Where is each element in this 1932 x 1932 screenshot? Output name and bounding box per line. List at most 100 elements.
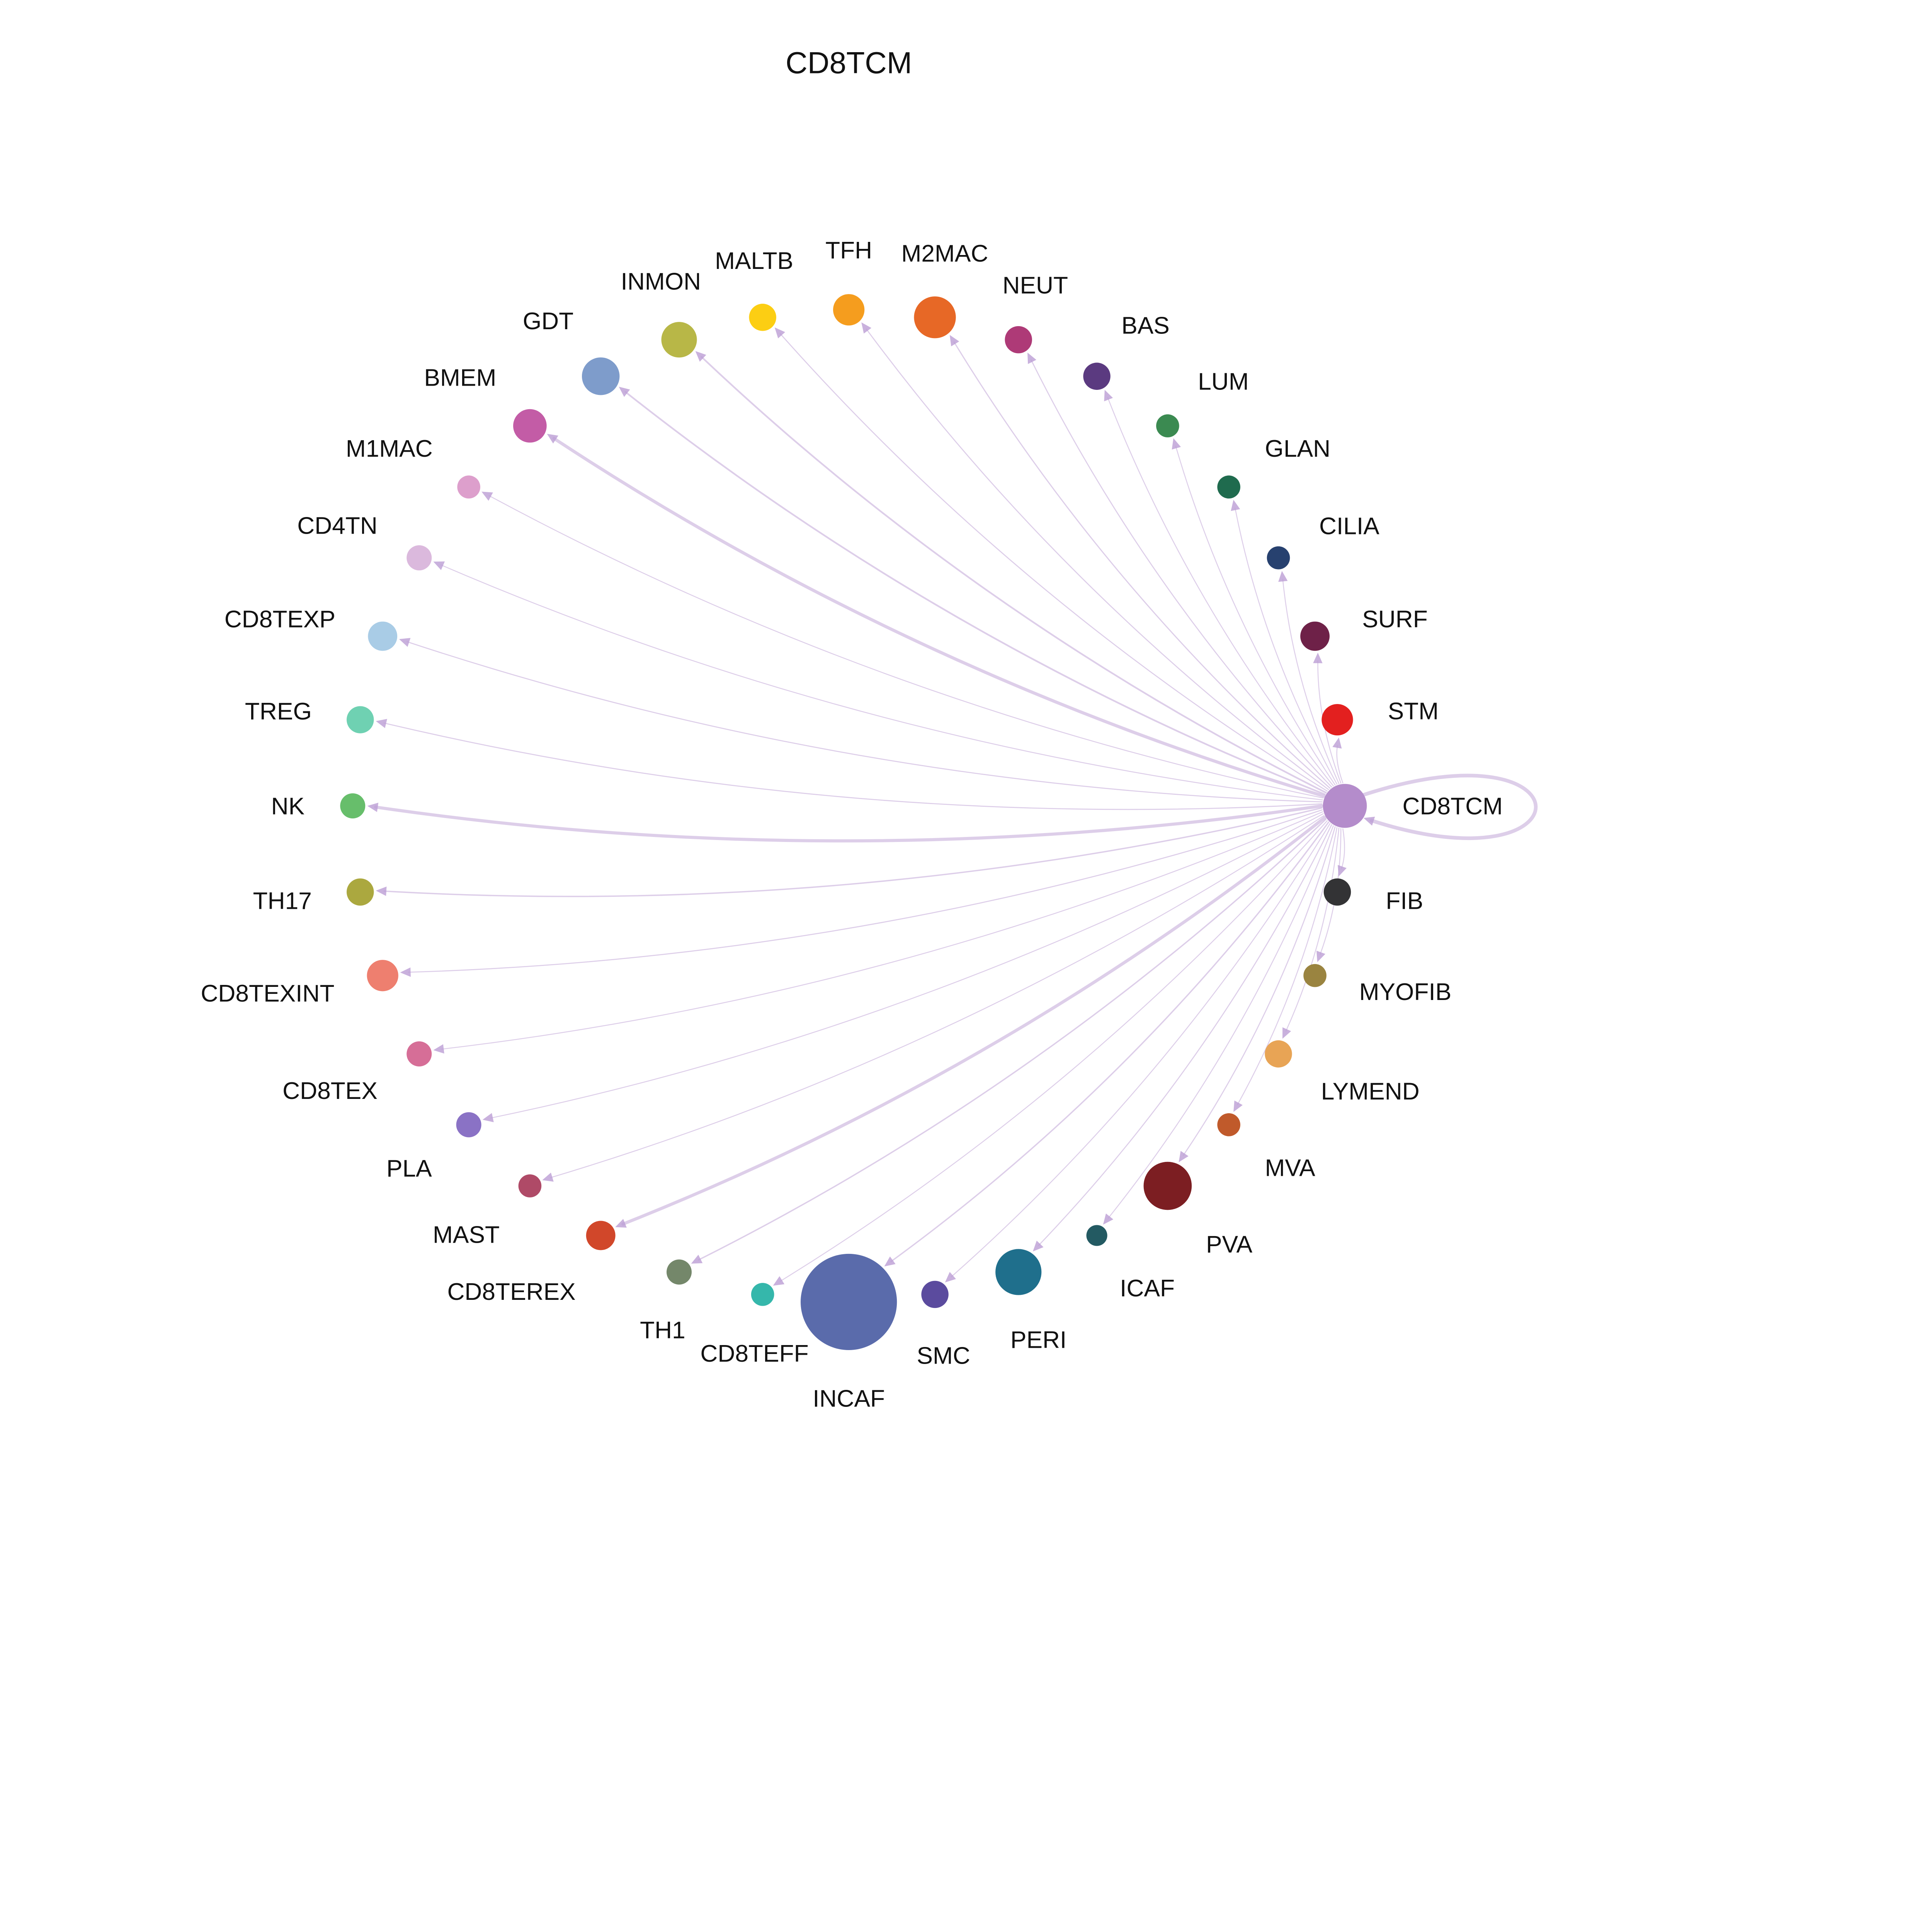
node-label-NEUT: NEUT <box>1003 272 1068 299</box>
node-CD8TEXP <box>368 621 398 651</box>
edge-CD8TCM-to-NEUT <box>1031 359 1332 788</box>
chart-title: CD8TCM <box>786 46 912 80</box>
node-label-CD8TEREX: CD8TEREX <box>447 1279 575 1305</box>
node-label-MALTB: MALTB <box>715 248 793 274</box>
edge-CD8TCM-to-CD8TCM <box>1362 774 1538 840</box>
node-CD8TEREX <box>586 1221 616 1250</box>
edge-CD8TCM-to-GLAN-arrowhead <box>1231 500 1240 511</box>
node-label-TFH: TFH <box>825 237 872 264</box>
edge-CD8TCM-to-BAS <box>1107 397 1334 787</box>
edge-CD8TCM-to-SMC <box>951 823 1331 1277</box>
node-STM <box>1321 704 1353 736</box>
node-label-M1MAC: M1MAC <box>346 435 433 462</box>
edge-CD8TCM-to-MAST-arrowhead <box>542 1172 554 1182</box>
node-TREG <box>347 706 374 733</box>
node-CD8TEXINT <box>367 960 398 992</box>
edge-CD8TCM-to-CILIA <box>1282 579 1340 784</box>
edge-CD8TCM-to-TREG <box>383 722 1323 810</box>
edge-CD8TCM-to-M1MAC-arrowhead <box>481 492 493 501</box>
edge-CD8TCM-to-MVA-arrowhead <box>1233 1100 1243 1112</box>
edge-CD8TCM-to-CD8TEXP-arrowhead <box>399 638 411 647</box>
node-label-GLAN: GLAN <box>1265 435 1331 462</box>
node-LUM <box>1156 414 1179 437</box>
node-label-LYMEND: LYMEND <box>1321 1078 1420 1105</box>
node-CD8TCM <box>1323 784 1367 828</box>
edge-CD8TCM-to-M1MAC <box>488 495 1324 799</box>
edge-CD8TCM-to-CD8TCM-arrowhead <box>1363 816 1375 826</box>
edge-CD8TCM-to-FIB-arrowhead <box>1337 865 1347 877</box>
edge-CD8TCM-to-STM <box>1336 745 1344 784</box>
edge-CD8TCM-to-SURF-arrowhead <box>1313 653 1323 663</box>
edge-CD8TCM-to-STM-arrowhead <box>1332 737 1342 749</box>
edge-CD8TCM-to-TH1-arrowhead <box>691 1255 703 1264</box>
node-MVA <box>1217 1113 1240 1136</box>
edge-CD8TCM-to-M2MAC <box>953 341 1331 789</box>
edge-CD8TCM-to-INMON-arrowhead <box>695 351 706 362</box>
node-label-GDT: GDT <box>523 308 573 335</box>
edge-CD8TCM-to-INCAF <box>890 821 1330 1262</box>
edge-CD8TCM-to-CD8TEX-arrowhead <box>433 1044 444 1054</box>
edge-CD8TCM-to-LYMEND <box>1285 827 1340 1032</box>
node-label-BMEM: BMEM <box>424 364 496 391</box>
node-label-CD8TEX: CD8TEX <box>282 1078 378 1104</box>
edge-CD8TCM-to-CD8TEXP <box>406 641 1323 803</box>
edge-CD8TCM-to-LUM-arrowhead <box>1172 438 1181 450</box>
node-label-ICAF: ICAF <box>1120 1275 1175 1302</box>
node-PERI <box>995 1249 1042 1295</box>
edge-CD8TCM-to-CILIA-arrowhead <box>1278 571 1288 582</box>
edge-CD8TCM-to-BMEM-arrowhead <box>547 434 558 444</box>
node-MALTB <box>749 304 776 331</box>
node-label-MAST: MAST <box>433 1222 500 1248</box>
node-GDT <box>582 357 620 395</box>
edge-CD8TCM-to-TFH-arrowhead <box>861 322 872 334</box>
edge-CD8TCM-to-CD4TN <box>440 564 1323 801</box>
node-CD8TEFF <box>751 1283 774 1306</box>
edge-CD8TCM-to-ICAF-arrowhead <box>1103 1213 1114 1225</box>
node-M2MAC <box>914 296 956 338</box>
node-SMC <box>921 1281 949 1308</box>
edge-CD8TCM-to-PERI-arrowhead <box>1033 1240 1044 1252</box>
edge-CD8TCM-to-CD4TN-arrowhead <box>433 561 445 570</box>
edge-CD8TCM-to-CD8TEXINT <box>408 809 1323 973</box>
node-label-TH17: TH17 <box>253 888 312 914</box>
edges-layer <box>367 322 1538 1286</box>
node-M1MAC <box>457 475 480 499</box>
node-label-INCAF: INCAF <box>813 1385 885 1412</box>
node-label-CD8TEXP: CD8TEXP <box>224 606 335 633</box>
node-label-FIB: FIB <box>1386 888 1423 914</box>
node-LYMEND <box>1265 1040 1292 1068</box>
node-label-TH1: TH1 <box>640 1317 685 1344</box>
edge-CD8TCM-to-CD8TEFF <box>779 820 1328 1282</box>
edge-CD8TCM-to-PLA <box>490 813 1324 1119</box>
edge-CD8TCM-to-INCAF-arrowhead <box>884 1256 896 1267</box>
edge-CD8TCM-to-BMEM <box>552 437 1326 798</box>
edge-CD8TCM-to-PERI <box>1038 824 1332 1246</box>
node-label-PLA: PLA <box>386 1155 432 1182</box>
edge-CD8TCM-to-CD8TEFF-arrowhead <box>773 1276 785 1286</box>
edge-CD8TCM-to-NK-arrowhead <box>367 803 379 812</box>
edge-CD8TCM-to-M2MAC-arrowhead <box>949 335 959 347</box>
node-SURF <box>1300 621 1330 651</box>
node-label-SURF: SURF <box>1362 606 1428 633</box>
edge-CD8TCM-to-GLAN <box>1235 507 1338 785</box>
edge-CD8TCM-to-BAS-arrowhead <box>1104 389 1113 401</box>
edge-CD8TCM-to-GDT <box>624 391 1326 795</box>
edge-CD8TCM-to-SMC-arrowhead <box>945 1272 956 1282</box>
node-ICAF <box>1086 1225 1107 1246</box>
edge-CD8TCM-to-NK <box>374 804 1323 843</box>
node-GLAN <box>1217 475 1240 499</box>
edge-CD8TCM-to-NEUT-arrowhead <box>1027 352 1037 364</box>
node-PVA <box>1143 1162 1192 1210</box>
edge-CD8TCM-to-TREG-arrowhead <box>376 719 387 728</box>
node-label-STM: STM <box>1388 698 1439 724</box>
node-CD8TEX <box>406 1041 432 1067</box>
node-label-MYOFIB: MYOFIB <box>1359 979 1452 1005</box>
edge-CD8TCM-to-GDT-arrowhead <box>619 386 630 397</box>
edge-CD8TCM-to-TFH <box>866 328 1329 790</box>
edge-CD8TCM-to-ICAF <box>1108 825 1334 1219</box>
node-TH17 <box>347 878 374 906</box>
node-NK <box>340 793 366 819</box>
node-MAST <box>518 1174 542 1197</box>
node-label-PERI: PERI <box>1010 1327 1066 1354</box>
